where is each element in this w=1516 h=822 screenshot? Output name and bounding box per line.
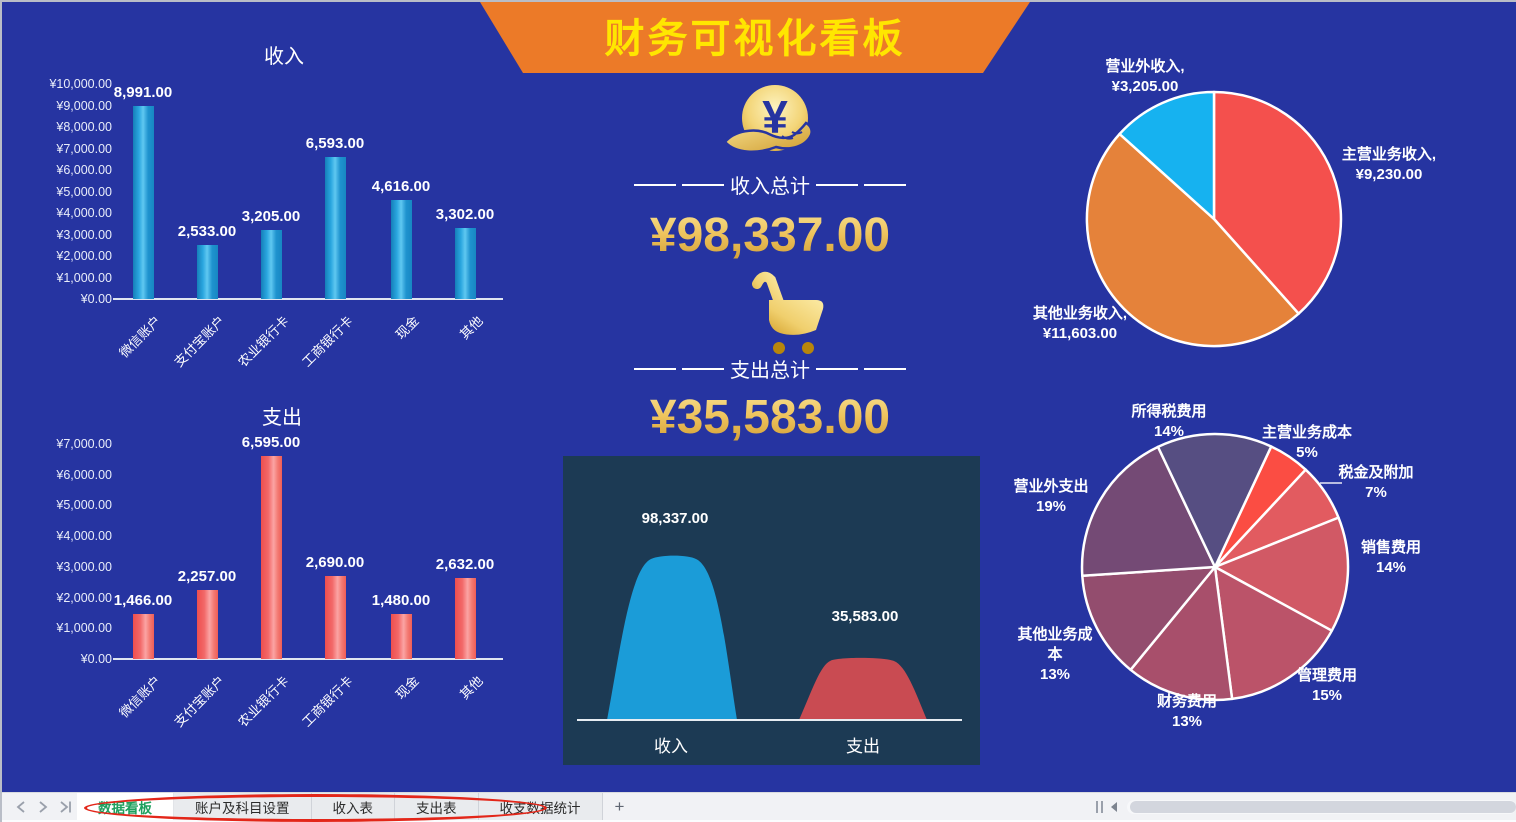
axis-tick-label: ¥3,000.00 — [56, 227, 112, 242]
axis-tick-label: ¥3,000.00 — [56, 559, 112, 574]
compare-axis-line — [577, 719, 962, 721]
sheet-tab-4[interactable]: 收支数据统计 — [479, 793, 603, 820]
tab-splitter-handle[interactable] — [1096, 801, 1103, 813]
bar-value-label: 1,466.00 — [113, 591, 173, 609]
axis-tick-label: ¥5,000.00 — [56, 498, 112, 513]
axis-tick-label: ¥0.00 — [80, 292, 112, 306]
income-expense-compare-chart[interactable]: 98,337.00 35,583.00 收入 支出 — [563, 456, 980, 765]
compare-expense-value: 35,583.00 — [831, 608, 899, 625]
dashboard-sheet: 财务可视化看板 收入 ¥10,000.00 ¥9,000.00 ¥8,000.00 ¥7… — [2, 2, 1516, 792]
bar — [132, 613, 154, 659]
bar — [454, 578, 476, 659]
sheet-tab-bar: 数据看板 账户及科目设置 收入表 支出表 收支数据统计 + — [2, 792, 1516, 822]
chevron-last-icon[interactable] — [60, 801, 71, 813]
tab-scroll-controls — [16, 801, 71, 813]
expense-total-label: 支出总计 — [730, 360, 810, 382]
scrollbar-thumb[interactable] — [1130, 801, 1516, 813]
chevron-left-icon[interactable] — [16, 801, 25, 813]
dash-line — [682, 367, 724, 370]
x-axis-line — [113, 298, 503, 300]
axis-tick-label: ¥6,000.00 — [56, 467, 112, 482]
sheet-tab-1[interactable]: 账户及科目设置 — [174, 793, 312, 820]
axis-tick-label: ¥4,000.00 — [56, 206, 112, 220]
axis-tick-label: ¥4,000.00 — [56, 529, 112, 544]
dash-line — [634, 367, 676, 370]
axis-tick-label: ¥1,000.00 — [56, 621, 112, 636]
x-axis-line — [113, 658, 503, 660]
page-title: 财务可视化看板 — [604, 16, 906, 61]
axis-tick-label: ¥5,000.00 — [56, 184, 112, 199]
statusbar-strip — [2, 820, 1516, 822]
bar-value-label: 2,690.00 — [305, 554, 365, 572]
dash-line — [682, 183, 724, 186]
banner: 财务可视化看板 — [480, 2, 1030, 73]
bar-value-label: 2,632.00 — [435, 556, 495, 574]
chart-title: 支出 — [262, 407, 302, 429]
expense-total-value: ¥35,583.00 — [649, 391, 891, 444]
bar — [196, 244, 218, 299]
compare-income-value: 98,337.00 — [641, 510, 709, 527]
dash-line — [816, 367, 858, 370]
bar — [324, 157, 346, 299]
bar-value-label: 4,616.00 — [371, 177, 431, 195]
expense-bar-chart[interactable]: 支出 ¥7,000.00 ¥6,000.00 ¥5,000.00 ¥4,000.00 ¥3… — [2, 2, 1516, 792]
sheet-tab-3[interactable]: 支出表 — [395, 793, 479, 820]
axis-tick-label: ¥8,000.00 — [56, 120, 112, 134]
dash-line — [864, 367, 906, 370]
bar — [132, 105, 154, 299]
bar — [390, 613, 412, 659]
axis-tick-label: ¥7,000.00 — [56, 141, 112, 156]
chart-title: 收入 — [264, 46, 304, 68]
bar-value-label: 3,302.00 — [435, 206, 495, 223]
axis-tick-label: ¥1,000.00 — [56, 270, 112, 285]
sheet-tab-0[interactable]: 数据看板 — [77, 793, 174, 820]
expense-total-heading: 支出总计 — [634, 354, 906, 383]
bar — [196, 589, 218, 659]
axis-tick-label: ¥10,000.00 — [49, 77, 112, 91]
axis-tick-label: ¥9,000.00 — [56, 98, 112, 113]
add-sheet-button[interactable]: + — [614, 796, 625, 816]
axis-tick-label: ¥7,000.00 — [56, 437, 112, 451]
bar-value-label: 2,257.00 — [177, 567, 237, 585]
shopping-cart-icon — [752, 271, 824, 354]
bar — [260, 230, 282, 299]
sheet-tab-2[interactable]: 收入表 — [312, 793, 395, 820]
bar — [454, 228, 476, 299]
bar-value-label: 6,593.00 — [305, 135, 365, 153]
compare-income-category: 收入 — [654, 737, 688, 756]
dash-line — [634, 183, 676, 186]
axis-tick-label: ¥6,000.00 — [56, 163, 112, 177]
chevron-right-icon[interactable] — [39, 801, 48, 813]
compare-expense-category: 支出 — [846, 737, 880, 756]
bar-value-label: 1,480.00 — [371, 591, 431, 609]
compare-area-shapes — [607, 555, 927, 720]
dash-line — [816, 183, 858, 186]
bar-value-label: 2,533.00 — [177, 222, 237, 240]
scroll-left-icon[interactable] — [1111, 802, 1117, 812]
income-total-value: ¥98,337.00 — [649, 209, 891, 262]
income-bar-chart[interactable]: 收入 ¥10,000.00 ¥9,000.00 ¥8,000.00 ¥7,000.00 ¥… — [2, 2, 1516, 792]
axis-tick-label: ¥0.00 — [80, 652, 112, 666]
axis-tick-label: ¥2,000.00 — [56, 590, 112, 605]
coin-in-hand-icon: ¥ — [723, 85, 813, 153]
sheet-tabs: 数据看板 账户及科目设置 收入表 支出表 收支数据统计 — [77, 793, 603, 820]
bar-value-label: 6,595.00 — [241, 434, 301, 452]
bar — [260, 456, 282, 659]
dash-line — [864, 183, 906, 186]
bar-value-label: 3,205.00 — [241, 208, 301, 226]
bar — [390, 199, 412, 299]
bar-value-label: 8,991.00 — [113, 83, 173, 101]
income-total-heading: 收入总计 — [634, 170, 906, 199]
bar — [324, 576, 346, 659]
horizontal-scrollbar[interactable] — [1127, 800, 1516, 814]
income-total-label: 收入总计 — [730, 176, 810, 198]
axis-tick-label: ¥2,000.00 — [56, 249, 112, 263]
